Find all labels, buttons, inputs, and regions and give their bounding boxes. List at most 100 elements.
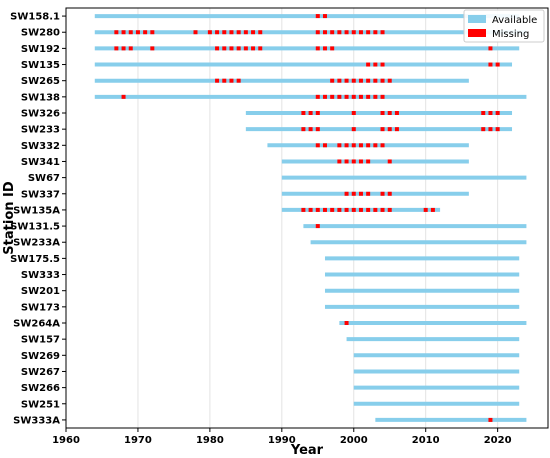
x-tick-label-1980: 1980 <box>196 435 224 446</box>
missing-marker-SW280-1968 <box>121 30 126 35</box>
legend: Available Missing <box>463 9 545 43</box>
missing-marker-SW135A-2002 <box>366 207 371 212</box>
legend-label-missing: Missing <box>492 29 529 40</box>
missing-marker-SW326-1995 <box>315 111 320 115</box>
missing-marker-SW135-2020 <box>495 62 500 67</box>
missing-marker-SW337-1999 <box>344 191 349 196</box>
missing-marker-SW337-2000 <box>351 191 356 196</box>
y-tick-label-SW341: SW341 <box>21 157 60 168</box>
missing-marker-SW265-1983 <box>229 78 234 83</box>
availability-bars <box>94 14 527 422</box>
missing-marker-SW135A-1994 <box>308 207 313 212</box>
missing-marker-SW280-2003 <box>373 30 378 35</box>
missing-marker-SW138-2001 <box>358 94 363 99</box>
missing-marker-SW233-1993 <box>301 127 306 132</box>
missing-marker-SW280-1996 <box>322 30 327 35</box>
missing-marker-SW280-1987 <box>258 30 263 35</box>
missing-marker-SW135A-2000 <box>351 207 356 212</box>
missing-marker-SW233-2006 <box>394 127 399 132</box>
missing-marker-SW332-2000 <box>351 143 356 148</box>
grid-lines <box>65 8 499 428</box>
missing-marker-SW138-1999 <box>344 94 349 99</box>
missing-marker-SW326-2019 <box>488 111 493 115</box>
missing-marker-SW135-2019 <box>488 62 493 67</box>
missing-markers <box>114 14 500 422</box>
missing-marker-SW280-1981 <box>215 30 220 35</box>
y-tick-label-SW266: SW266 <box>21 383 60 394</box>
missing-marker-SW332-1998 <box>337 143 342 148</box>
missing-marker-SW135A-1999 <box>344 207 349 212</box>
missing-marker-SW265-1999 <box>344 78 349 83</box>
y-tick-label-SW175.5: SW175.5 <box>10 254 60 265</box>
x-tick-label-1960: 1960 <box>52 435 80 446</box>
missing-marker-SW138-1968 <box>121 94 126 99</box>
y-tick-label-SW157: SW157 <box>21 335 60 346</box>
y-tick-label-SW138: SW138 <box>21 92 60 103</box>
missing-marker-SW280-2002 <box>366 30 371 35</box>
missing-marker-SW326-2018 <box>481 111 486 115</box>
plot-frame <box>65 7 549 429</box>
missing-marker-SW332-2002 <box>366 143 371 148</box>
missing-marker-SW158.1-1995 <box>315 14 320 19</box>
y-tick-label-SW332: SW332 <box>21 141 60 152</box>
missing-marker-SW131.5-1995 <box>315 224 320 229</box>
missing-marker-SW280-2004 <box>380 30 385 35</box>
missing-marker-SW192-2019 <box>488 46 493 51</box>
y-tick-label-SW67: SW67 <box>28 173 60 184</box>
missing-marker-SW280-2001 <box>358 30 363 35</box>
y-tick-label-SW135: SW135 <box>21 60 60 71</box>
missing-marker-SW332-1996 <box>322 143 327 148</box>
missing-marker-SW337-2001 <box>358 191 363 196</box>
missing-marker-SW233-1995 <box>315 127 320 132</box>
y-tick-label-SW267: SW267 <box>21 367 60 378</box>
missing-marker-SW341-2002 <box>366 159 371 164</box>
x-axis-title: Year <box>290 443 324 458</box>
missing-marker-SW326-1994 <box>308 111 313 115</box>
missing-marker-SW138-1998 <box>337 94 342 99</box>
missing-marker-SW265-2002 <box>366 78 371 83</box>
y-tick-label-SW173: SW173 <box>21 302 60 313</box>
missing-marker-SW138-2004 <box>380 94 385 99</box>
missing-marker-SW138-2002 <box>366 94 371 99</box>
x-axis-ticks: 1960 1970 1980 1990 2000 2010 2020 <box>52 428 512 446</box>
missing-marker-SW192-1985 <box>243 46 248 51</box>
legend-label-available: Available <box>492 15 537 26</box>
missing-marker-SW233-2019 <box>488 127 493 132</box>
missing-marker-SW326-1993 <box>301 111 306 115</box>
missing-marker-SW280-1972 <box>150 30 155 35</box>
missing-marker-SW326-2005 <box>387 111 392 115</box>
missing-marker-SW326-2004 <box>380 111 385 115</box>
legend-swatch-missing <box>468 29 486 37</box>
y-tick-label-SW333A: SW333A <box>13 415 60 426</box>
missing-marker-SW341-2005 <box>387 159 392 164</box>
y-tick-label-SW265: SW265 <box>21 76 60 87</box>
missing-marker-SW265-1981 <box>215 78 220 83</box>
missing-marker-SW192-1983 <box>229 46 234 51</box>
y-axis-title: Station ID <box>2 181 17 255</box>
missing-marker-SW192-1968 <box>121 46 126 51</box>
missing-marker-SW333A-2019 <box>488 417 493 422</box>
missing-marker-SW265-2001 <box>358 78 363 83</box>
missing-marker-SW233-2000 <box>351 127 356 132</box>
missing-marker-SW192-1987 <box>258 46 263 51</box>
missing-marker-SW192-1997 <box>330 46 335 51</box>
missing-marker-SW280-1983 <box>229 30 234 35</box>
missing-marker-SW265-2005 <box>387 78 392 83</box>
missing-marker-SW265-1982 <box>222 78 227 83</box>
y-tick-label-SW201: SW201 <box>21 286 60 297</box>
missing-marker-SW138-2003 <box>373 94 378 99</box>
missing-marker-SW265-2003 <box>373 78 378 83</box>
y-tick-label-SW131.5: SW131.5 <box>10 222 60 233</box>
missing-marker-SW280-1969 <box>128 30 133 35</box>
missing-marker-SW135-2003 <box>373 62 378 67</box>
missing-marker-SW135-2004 <box>380 62 385 67</box>
missing-marker-SW341-2000 <box>351 159 356 164</box>
missing-marker-SW280-1980 <box>207 30 212 35</box>
missing-marker-SW135A-2004 <box>380 207 385 212</box>
missing-marker-SW280-1999 <box>344 30 349 35</box>
missing-marker-SW332-1999 <box>344 143 349 148</box>
missing-marker-SW233-1994 <box>308 127 313 132</box>
missing-marker-SW192-1972 <box>150 46 155 51</box>
y-tick-label-SW233A: SW233A <box>13 238 60 249</box>
